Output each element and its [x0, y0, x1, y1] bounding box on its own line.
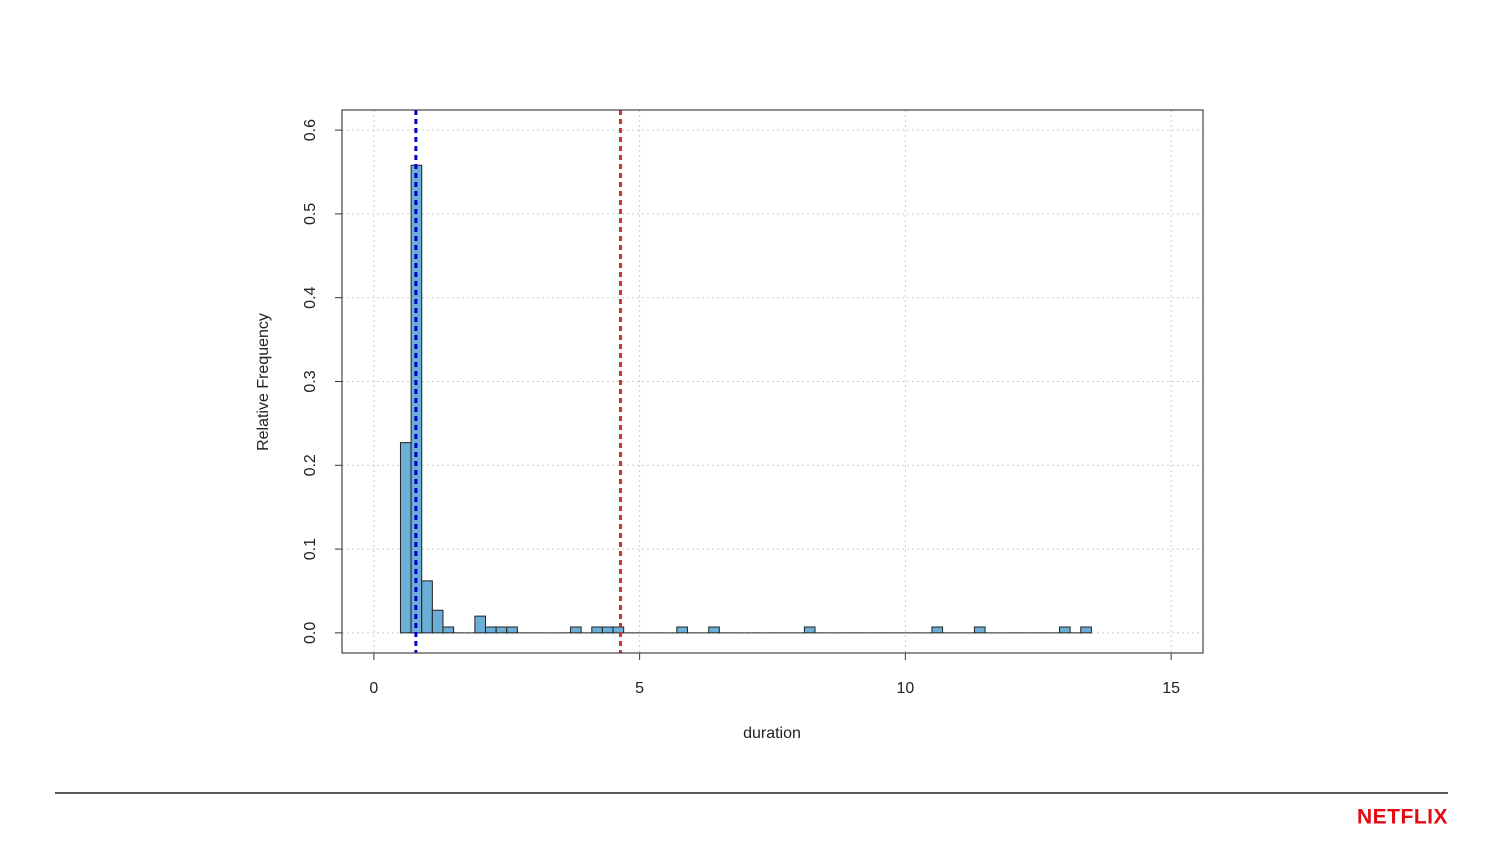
bar — [485, 626, 497, 634]
y-tick-label: 0.2 — [302, 454, 319, 476]
bar — [506, 626, 518, 634]
y-tick-label: 0.3 — [302, 370, 319, 392]
y-tick-label: 0.1 — [302, 538, 319, 560]
y-axis-label: Relative Frequency — [255, 313, 272, 451]
x-tick-label: 0 — [369, 680, 378, 697]
bar — [442, 626, 455, 634]
plot-frame — [341, 109, 1204, 654]
bar — [1059, 626, 1071, 634]
bar — [570, 626, 582, 634]
bar — [676, 626, 688, 634]
bar — [495, 626, 508, 634]
bar — [803, 626, 816, 634]
bar — [931, 626, 944, 634]
y-tick-label: 0.0 — [302, 622, 319, 644]
y-tick-label: 0.5 — [302, 203, 319, 225]
bar — [399, 442, 412, 634]
x-axis-label: duration — [743, 725, 801, 742]
x-tick-label: 5 — [635, 680, 644, 697]
bar — [601, 626, 614, 634]
bar — [474, 615, 486, 634]
bar — [591, 626, 603, 634]
bar — [431, 609, 444, 634]
y-tick-label: 0.6 — [302, 119, 319, 141]
bar — [973, 626, 986, 634]
x-tick-label: 15 — [1162, 680, 1180, 697]
bar — [612, 626, 625, 634]
y-tick-label: 0.4 — [302, 286, 319, 308]
bar — [421, 580, 433, 634]
bar — [708, 626, 720, 634]
logo: NETFLIX — [1357, 806, 1448, 829]
bar — [1080, 626, 1092, 634]
x-tick-label: 10 — [896, 680, 914, 697]
